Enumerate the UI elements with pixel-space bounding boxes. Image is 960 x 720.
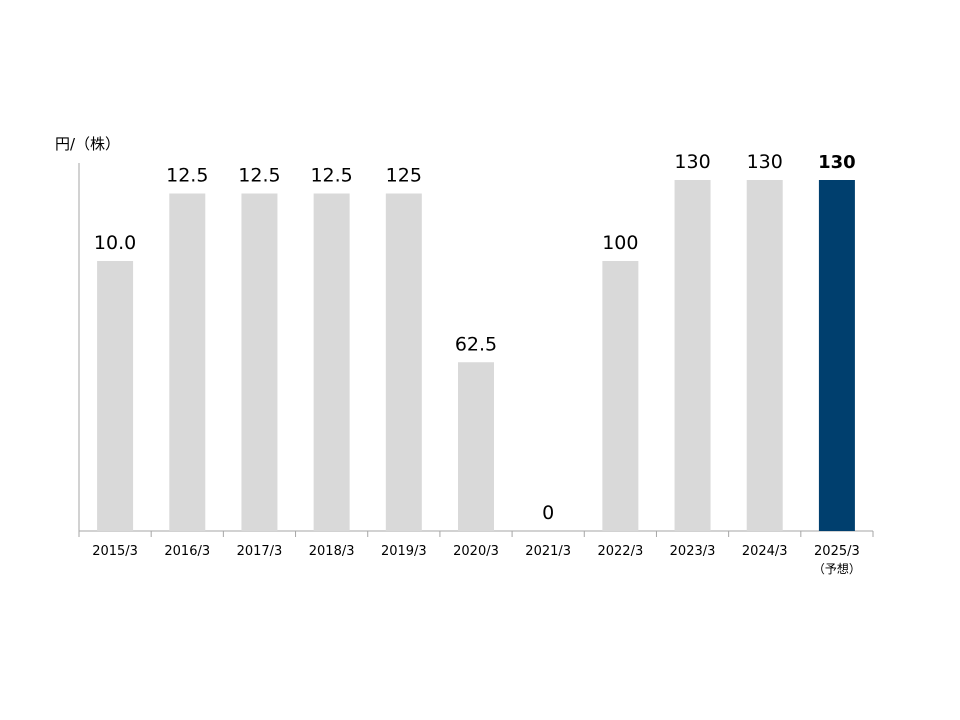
data-label: 10.0: [94, 232, 136, 254]
bar-2024-3: [746, 180, 783, 531]
x-tick-label: 2023/3: [670, 544, 716, 559]
bar-2023-3: [674, 180, 711, 531]
x-tick-label: 2016/3: [164, 544, 210, 559]
data-label: 130: [818, 152, 856, 173]
x-tick-label: 2020/3: [453, 544, 499, 559]
bar-2022-3: [602, 261, 639, 531]
data-label: 12.5: [238, 165, 280, 187]
bar-2025-3: [818, 180, 855, 531]
y-axis-unit-label: 円/（株）: [55, 135, 121, 153]
x-tick-sublabel: （予想）: [813, 561, 861, 576]
bar-2018-3: [313, 193, 350, 531]
x-tick-label: 2019/3: [381, 544, 427, 559]
bar-2019-3: [385, 193, 422, 531]
x-tick-label: 2025/3: [814, 544, 860, 559]
data-label: 130: [747, 151, 783, 173]
data-label: 12.5: [310, 165, 352, 187]
x-tick-label: 2024/3: [742, 544, 788, 559]
data-label: 62.5: [455, 333, 497, 355]
bar-2015-3: [97, 261, 134, 531]
x-tick-label: 2017/3: [237, 544, 283, 559]
data-label: 130: [674, 151, 710, 173]
data-label: 100: [602, 232, 638, 254]
data-label: 0: [542, 502, 554, 524]
bar-2020-3: [458, 362, 494, 531]
x-tick-label: 2018/3: [309, 544, 355, 559]
data-label: 125: [386, 165, 422, 187]
bar-2016-3: [169, 193, 206, 531]
x-tick-label: 2021/3: [525, 544, 571, 559]
bar-2017-3: [241, 193, 278, 531]
x-tick-label: 2022/3: [597, 544, 643, 559]
x-tick-label: 2015/3: [92, 544, 138, 559]
data-label: 12.5: [166, 165, 208, 187]
